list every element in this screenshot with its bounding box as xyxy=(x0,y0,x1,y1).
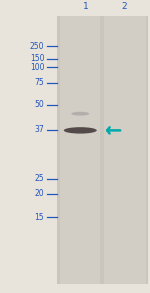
Bar xyxy=(60,16,100,284)
Text: 2: 2 xyxy=(121,2,127,11)
Text: 1: 1 xyxy=(83,2,89,11)
Text: 20: 20 xyxy=(35,190,44,198)
Text: 25: 25 xyxy=(35,174,44,183)
Text: 150: 150 xyxy=(30,54,44,63)
Text: 75: 75 xyxy=(34,78,44,87)
Bar xyxy=(57,16,148,284)
Ellipse shape xyxy=(71,112,89,116)
Text: 50: 50 xyxy=(34,100,44,109)
Text: 100: 100 xyxy=(30,63,44,72)
Text: 37: 37 xyxy=(34,125,44,134)
Text: 15: 15 xyxy=(35,213,44,222)
Text: 250: 250 xyxy=(30,42,44,51)
Bar xyxy=(104,16,146,284)
Ellipse shape xyxy=(64,127,97,134)
